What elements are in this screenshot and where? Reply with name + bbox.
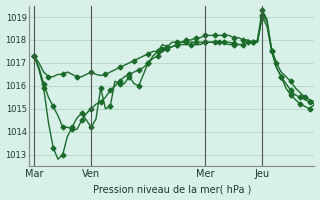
- X-axis label: Pression niveau de la mer( hPa ): Pression niveau de la mer( hPa ): [93, 184, 251, 194]
